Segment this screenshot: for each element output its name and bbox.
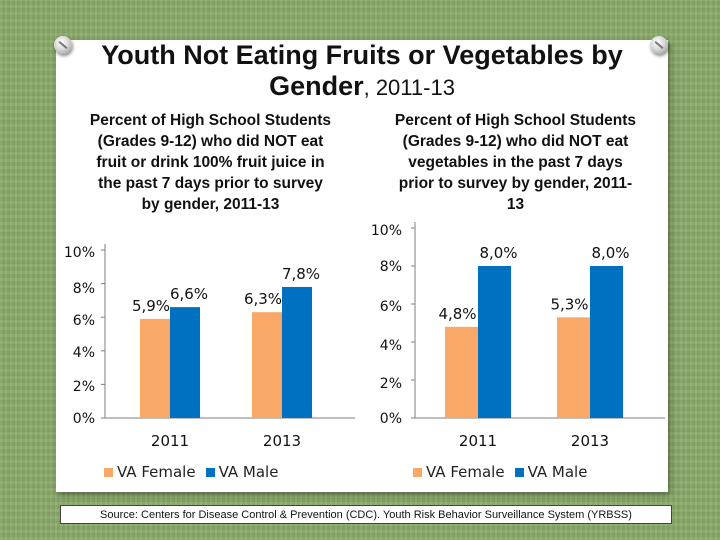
bar-va-female-2011 [445,326,478,418]
legend-item-female: VA Female [104,463,196,481]
y-tick-label: 6% [380,299,402,315]
data-label: 7,8% [282,265,320,283]
legend-label-female: VA Female [426,463,505,481]
data-label: 5,9% [132,297,170,315]
source-note: Source: Centers for Disease Control & Pr… [60,505,672,524]
y-tick-label: 2% [73,379,95,395]
data-label: 8,0% [479,244,517,262]
x-tick-label: 2011 [459,432,497,450]
y-tick-label: 0% [73,411,95,427]
y-tick-label: 6% [73,313,95,329]
x-tick-label: 2011 [151,432,189,450]
chart-2-legend: VA Female VA Male [413,463,597,481]
bar-va-female-2011 [140,318,170,418]
legend-label-male: VA Male [527,463,588,481]
y-tick-label: 8% [73,281,95,297]
x-tick-label: 2013 [263,432,301,450]
bar-va-female-2013 [557,317,590,418]
legend-label-male: VA Male [218,463,279,481]
legend-swatch-female [413,467,422,477]
chart-1-legend: VA Female VA Male [104,463,288,481]
pushpin-right-icon [650,36,668,54]
y-tick-label: 4% [73,345,95,361]
legend-item-female: VA Female [413,463,505,481]
data-label: 6,6% [170,285,208,303]
pushpin-left-icon [54,36,72,54]
bar-va-female-2013 [252,312,282,418]
bar-va-male-2013 [282,286,312,418]
y-tick-label: 0% [380,411,402,427]
legend-swatch-male [514,467,524,477]
legend-label-female: VA Female [117,463,196,481]
y-tick-label: 8% [380,259,402,275]
y-tick-label: 4% [380,338,402,354]
data-label: 5,3% [550,295,588,313]
data-label: 4,8% [438,305,476,323]
slide-title-main: Youth Not Eating Fruits or Vegetables by… [101,40,623,101]
x-tick-label: 2013 [571,432,609,450]
bar-va-male-2011 [170,307,200,418]
data-label: 6,3% [244,290,282,308]
legend-item-male: VA Male [205,463,279,481]
bar-va-male-2013 [590,266,623,418]
legend-item-male: VA Male [514,463,588,481]
bar-va-male-2011 [478,266,511,418]
chart-1-title: Percent of High School Students (Grades … [89,112,332,213]
legend-swatch-female [104,467,113,477]
y-tick-label: 2% [380,376,402,392]
y-tick-label: 10% [371,223,402,239]
slide-title-sub: , 2011-13 [363,75,455,100]
chart-2-title: Percent of High School Students (Grades … [394,112,637,213]
legend-swatch-male [205,467,215,477]
slide-title: Youth Not Eating Fruits or Vegetables by… [56,40,668,103]
y-tick-label: 10% [64,245,95,261]
data-label: 8,0% [591,244,629,262]
